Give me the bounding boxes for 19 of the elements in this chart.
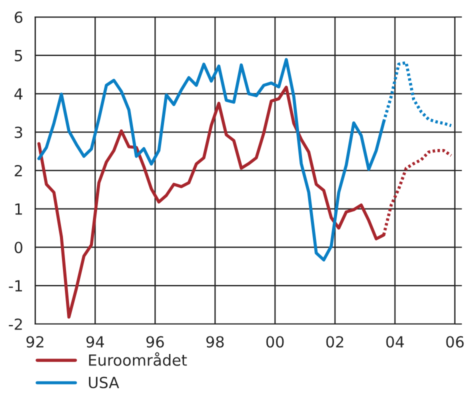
x-tick-label: 00 <box>266 336 284 348</box>
y-tick-label: 1 <box>15 204 22 215</box>
x-tick-label: 96 <box>146 336 164 348</box>
y-tick-label: 6 <box>14 11 22 24</box>
y-tick-label: 5 <box>14 50 22 62</box>
y-tick-label: 0 <box>14 242 22 254</box>
y-tick-label: 3 <box>14 126 22 138</box>
x-tick-label: 92 <box>26 336 44 348</box>
x-tick-label: 04 <box>386 336 404 348</box>
legend-label: USA <box>88 376 120 388</box>
x-tick-label: 94 <box>86 336 104 348</box>
y-tick-label: -2 <box>8 318 22 330</box>
y-tick-label: 4 <box>14 88 23 100</box>
x-tick-label: 02 <box>326 336 344 348</box>
y-tick-label: -1 <box>8 280 22 292</box>
x-tick-label: 06 <box>446 336 464 348</box>
y-tick-label: 2 <box>14 164 22 176</box>
x-tick-label: 98 <box>206 336 224 348</box>
legend-label: Euroområdet <box>89 352 187 366</box>
